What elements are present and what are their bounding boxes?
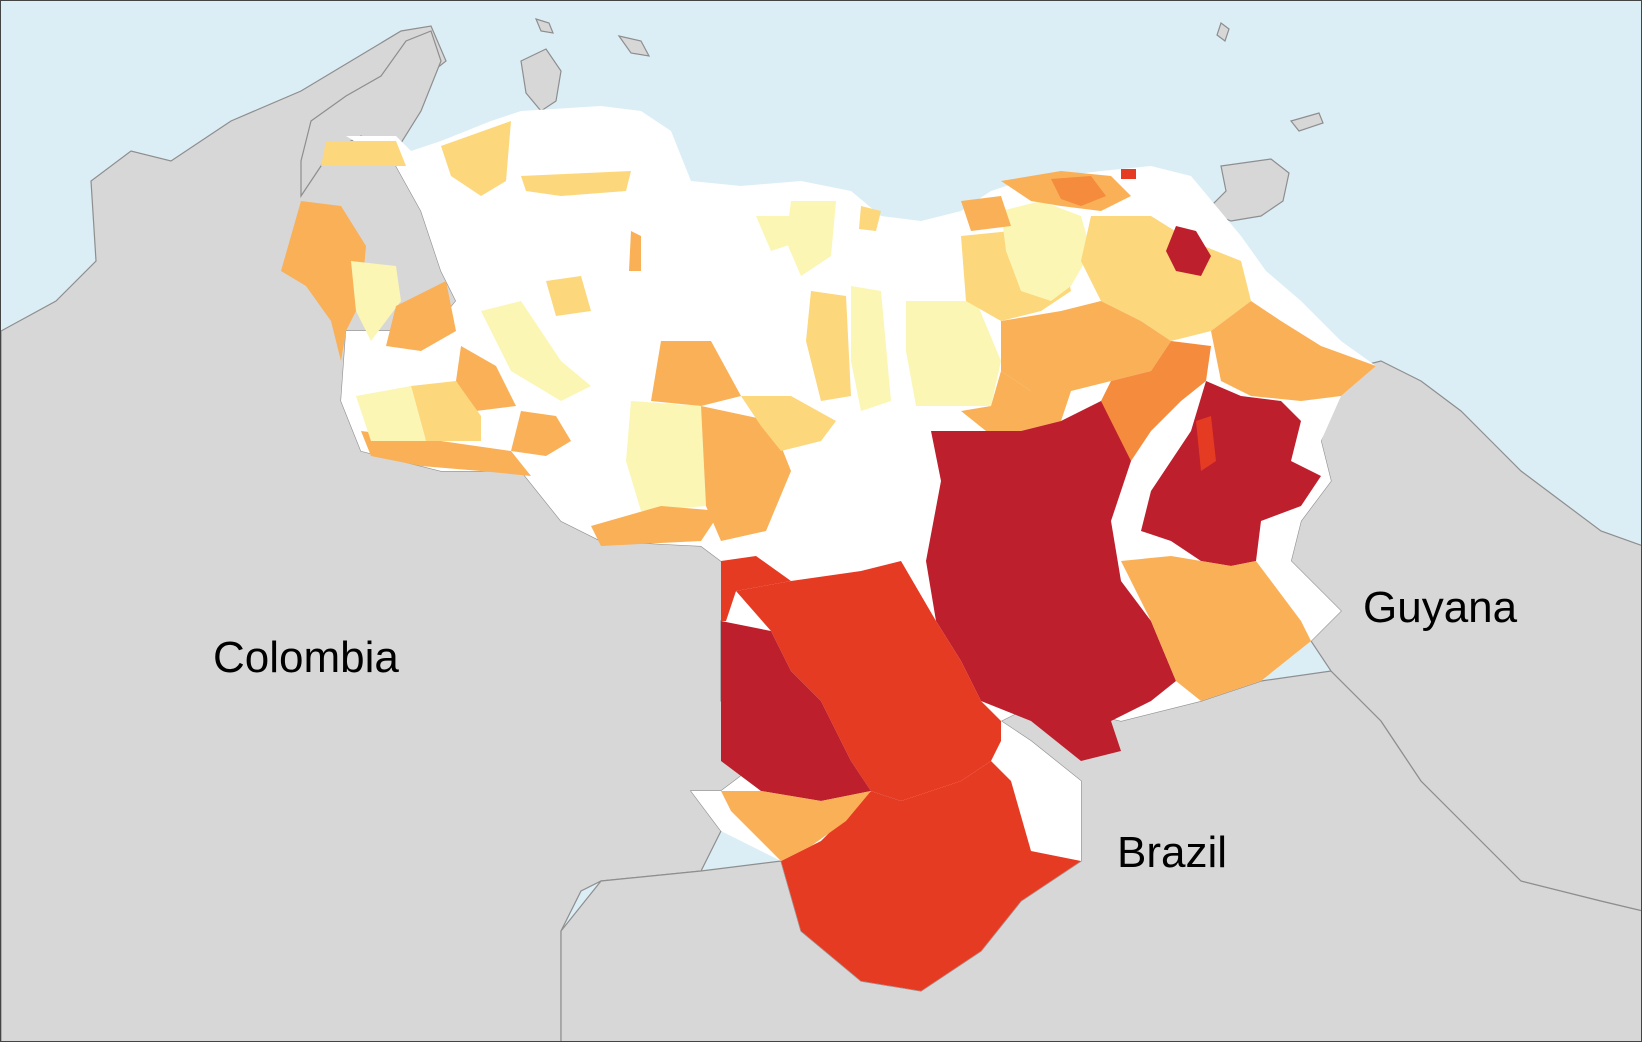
- guarico-central: [906, 301, 1001, 406]
- bolivar-north: [961, 371, 1071, 431]
- barinas-west: [511, 411, 571, 456]
- apure-south: [721, 556, 791, 621]
- label-colombia: Colombia: [213, 633, 399, 682]
- amazonas-north: [736, 561, 1001, 801]
- guarico-west: [741, 396, 836, 451]
- margarita-east: [1121, 169, 1136, 179]
- anzoategui-coast: [1001, 201, 1091, 301]
- label-guyana: Guyana: [1363, 583, 1518, 632]
- lara-west: [546, 276, 591, 316]
- zulia-lakeshore: [386, 281, 456, 351]
- bolivar-east: [1141, 381, 1321, 566]
- guajira-strip: [321, 141, 406, 166]
- bonaire-island: [617, 35, 651, 57]
- monagas-north: [1081, 216, 1251, 341]
- tobago-island: [1289, 112, 1324, 132]
- lara-south: [456, 346, 516, 411]
- aragua: [806, 291, 851, 401]
- trinidad-island: [1204, 158, 1290, 222]
- portuguesa: [626, 401, 706, 511]
- sucre-west: [961, 196, 1011, 231]
- aruba-island: [534, 18, 554, 34]
- bolivar-caura: [1196, 416, 1216, 471]
- zulia-south: [351, 261, 401, 341]
- bolivar-southeast: [1121, 556, 1311, 701]
- amazonas-southwest: [721, 791, 871, 861]
- guarico-north: [851, 286, 891, 411]
- curacao-island: [520, 48, 562, 112]
- label-brazil: Brazil: [1117, 828, 1228, 877]
- miranda-west: [859, 206, 881, 231]
- barinas-east: [701, 406, 791, 541]
- delta-north: [1166, 226, 1211, 276]
- merida: [356, 386, 426, 441]
- zulia-west: [281, 201, 366, 361]
- amazonas-west: [721, 621, 871, 801]
- carabobo-east: [786, 201, 836, 276]
- bolivar-west: [926, 401, 1176, 761]
- cojedes: [651, 341, 741, 406]
- grenada-island: [1216, 22, 1230, 42]
- yaracuy: [629, 231, 641, 271]
- andes-south: [361, 431, 531, 476]
- lara-center: [481, 301, 591, 401]
- miranda-central: [756, 216, 801, 251]
- trujillo: [411, 381, 481, 441]
- amazonas-central: [781, 761, 1081, 991]
- barinas-south: [591, 506, 721, 546]
- falcon-west: [441, 121, 511, 196]
- delta-amacuro: [1211, 301, 1376, 401]
- sucre-peninsula: [1051, 176, 1106, 206]
- falcon-central: [521, 171, 631, 196]
- monagas-south: [1001, 301, 1171, 391]
